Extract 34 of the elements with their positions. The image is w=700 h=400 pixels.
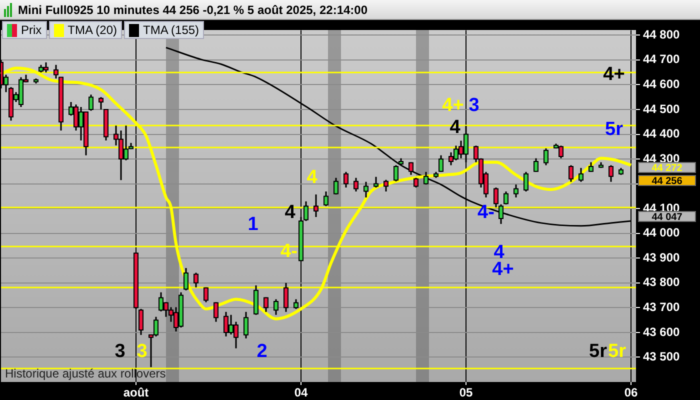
x-tick-label: 06 [624,386,638,400]
x-tick-label: 04 [294,386,308,400]
y-tick-label: 43 600 [643,324,680,339]
y-tick-label: 44 000 [643,226,680,240]
y-tick-label: 44 700 [643,52,680,66]
annotation: 3 [114,341,126,362]
annotation: 3 [136,341,148,362]
x-tick-label: 05 [459,386,473,400]
y-tick-label: 44 800 [643,27,680,42]
annotation: 1 [248,214,259,236]
annotation: 5r [608,341,627,362]
annotation: 5r [589,341,608,362]
y-tick-label: 44 600 [643,77,680,92]
y-tick-label: 43 900 [643,250,680,264]
text: 44 272 [652,162,683,174]
annotation: 3 [468,95,480,116]
annotation: 2 [256,341,268,362]
legend-label: TMA (20) [68,23,118,37]
y-tick-label: 43 700 [643,300,680,314]
legend-label: Prix [21,23,42,37]
text: 44 047 [652,212,683,223]
legend-label: TMA (155) [143,23,200,37]
chart-title: Mini Full0925 10 minutes 44 256 -0,21 % 5 août 2025, 22:14:00 [18,2,368,16]
text: 44 256 [652,176,683,187]
y-tick-label: 44 400 [643,126,680,141]
y-tick-label: 44 300 [643,151,680,166]
annotation: 4 [306,167,318,188]
x-tick-label: août [123,386,149,400]
annotation: 4 [284,202,296,224]
annotation: 4+ [442,95,464,116]
y-tick-label: 44 500 [643,102,680,116]
annotation: 4- [478,202,494,224]
y-tick-label: 43 500 [643,350,680,364]
y-tick-label: 43 800 [643,275,680,290]
